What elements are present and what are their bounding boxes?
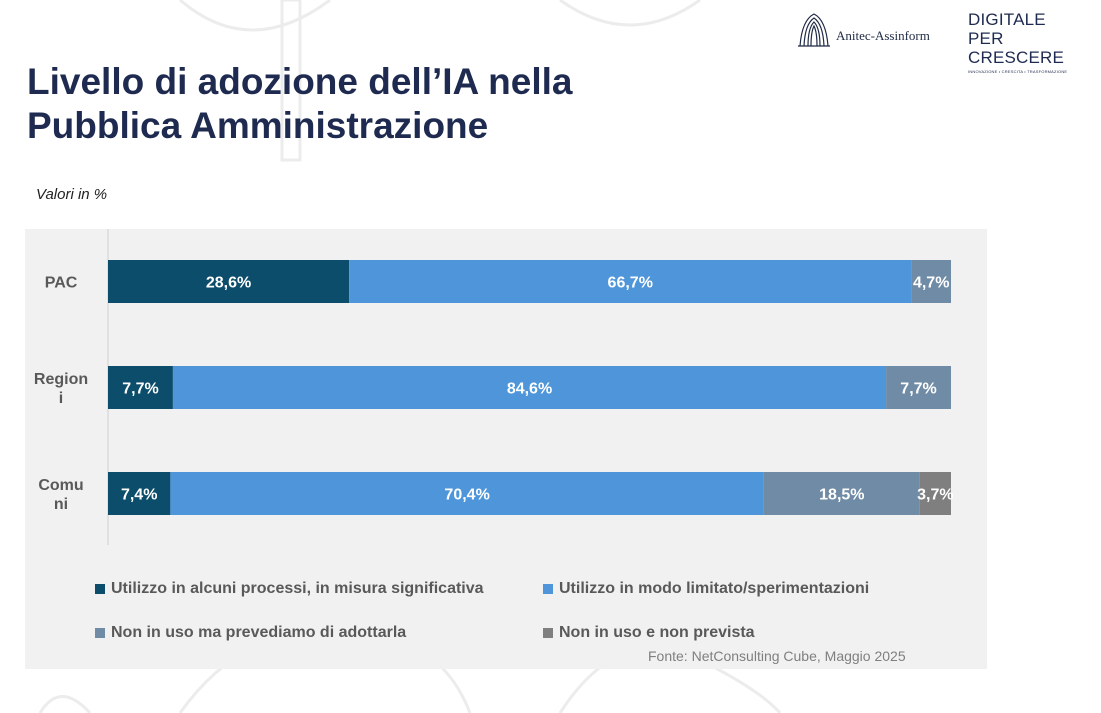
bar-segment	[172, 366, 887, 409]
bar-segment	[911, 260, 951, 303]
bar-segment	[108, 260, 350, 303]
data-label: 66,7%	[608, 275, 653, 292]
data-label: 4,7%	[913, 275, 949, 292]
anitec-assinform-logo: Anitec-Assinform	[796, 10, 930, 48]
bar-segment	[108, 366, 173, 409]
legend-swatch	[95, 584, 105, 594]
legend-item: Utilizzo in modo limitato/sperimentazion…	[543, 580, 869, 598]
data-label: 7,4%	[121, 487, 157, 504]
legend-item: Non in uso ma prevediamo di adottarla	[95, 624, 406, 642]
bar-segment	[919, 472, 951, 515]
legend-item: Utilizzo in alcuni processi, in misura s…	[95, 580, 484, 598]
data-label: 3,7%	[917, 487, 953, 504]
data-label: 84,6%	[507, 381, 552, 398]
anitec-emblem-icon	[798, 13, 830, 47]
legend-label: Utilizzo in modo limitato/sperimentazion…	[559, 580, 870, 597]
stacked-bar-chart: PAC 28,6% 66,7% 4,7% Region i 7,7% 84,6% 7,7% Com…	[34, 229, 954, 545]
bar-segment	[349, 260, 912, 303]
dpc-logo-line2: PER CRESCERE	[968, 29, 1065, 67]
data-label: 70,4%	[444, 487, 489, 504]
data-label: 7,7%	[900, 381, 936, 398]
legend-swatch	[543, 628, 553, 638]
title-line-2: Pubblica Amministrazione	[27, 105, 489, 146]
category-label: Comu ni	[38, 477, 83, 513]
bar-segment	[763, 472, 920, 515]
digitale-per-crescere-logo: DIGITALE PER CRESCERE INNOVAZIONE • CRES…	[968, 10, 1101, 74]
bar-segment	[886, 366, 951, 409]
legend-label: Utilizzo in alcuni processi, in misura s…	[111, 580, 484, 597]
data-label: 7,7%	[122, 381, 158, 398]
bar-segment	[108, 472, 171, 515]
anitec-logo-text: Anitec-Assinform	[836, 28, 930, 43]
dpc-logo-tagline: INNOVAZIONE • CRESCITA • TRASFORMAZIONE	[968, 69, 1068, 74]
dpc-logo-line1: DIGITALE	[968, 10, 1046, 29]
legend-swatch	[543, 584, 553, 594]
bar-segment	[170, 472, 764, 515]
data-label: 28,6%	[206, 275, 251, 292]
title-line-1: Livello di adozione dell’IA nella	[27, 61, 573, 102]
page-title: Livello di adozione dell’IA nella Pubbli…	[27, 60, 573, 148]
data-label: 18,5%	[819, 487, 864, 504]
source-note: Fonte: NetConsulting Cube, Maggio 2025	[648, 648, 906, 664]
chart-panel: PAC 28,6% 66,7% 4,7% Region i 7,7% 84,6% 7,7% Com…	[25, 229, 987, 669]
category-label: Region i	[34, 371, 88, 407]
chart-subtitle: Valori in %	[36, 186, 108, 203]
legend-item: Non in uso e non prevista	[543, 624, 755, 642]
legend-swatch	[95, 628, 105, 638]
category-label: PAC	[45, 275, 78, 292]
legend-label: Non in uso e non prevista	[559, 624, 755, 641]
legend-label: Non in uso ma prevediamo di adottarla	[111, 624, 407, 641]
